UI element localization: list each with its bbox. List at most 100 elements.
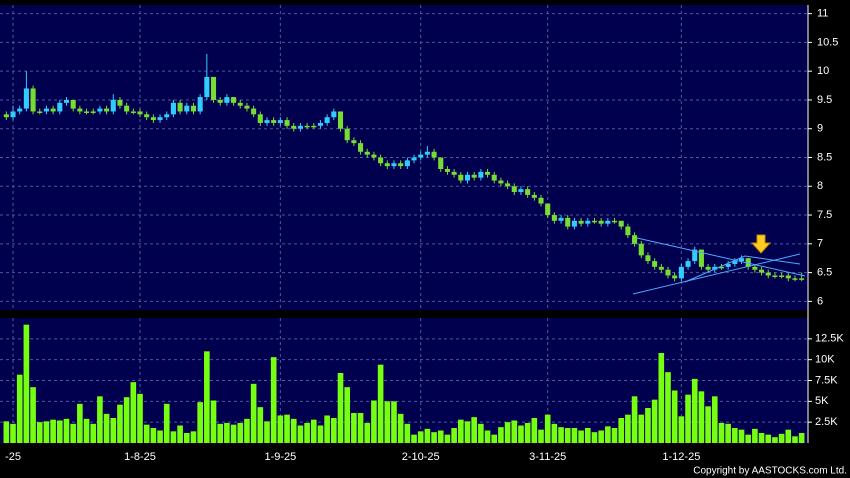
volume-bar <box>304 423 310 443</box>
candle-body <box>197 97 203 112</box>
candle-body <box>391 163 397 167</box>
volume-bar <box>625 414 631 443</box>
candle-body <box>30 88 36 112</box>
grid: 6 6.5 7 7.5 8 8.5 9 9.5 10 10.5 11 2.5K 5K 7.5K 10K 12.… <box>0 5 844 463</box>
volume-bar <box>798 433 805 443</box>
candle-body <box>785 275 791 279</box>
candle-body <box>725 263 731 267</box>
y-tick-label: 11 <box>817 8 828 20</box>
volume-bar <box>364 423 371 443</box>
volume-bar <box>317 425 324 443</box>
volume-bar <box>123 397 130 443</box>
volume-bar <box>711 396 718 443</box>
volume-bar <box>564 428 571 443</box>
volume-bar <box>685 394 691 443</box>
volume-bar <box>83 418 90 443</box>
candle-body <box>485 171 491 175</box>
volume-bar <box>224 423 230 443</box>
volume-bar <box>785 429 792 443</box>
candle-body <box>558 217 564 221</box>
candle-body <box>404 160 410 167</box>
volume-bar <box>117 404 123 443</box>
volume-bar <box>758 433 765 443</box>
volume-bar <box>90 423 97 443</box>
volume-bar <box>531 418 538 443</box>
y-tick-label: 10 <box>817 65 829 77</box>
candle-body <box>344 128 350 141</box>
volume-bar <box>130 382 137 443</box>
volume-bar <box>491 434 498 443</box>
volume-bar <box>237 423 244 443</box>
candle-body <box>565 217 571 227</box>
candle-body <box>150 117 156 121</box>
candle-body <box>538 197 544 204</box>
candle-body <box>378 157 384 164</box>
volume-bar <box>691 378 698 443</box>
candle-body <box>765 272 771 276</box>
volume-bar <box>665 372 671 443</box>
volume-bar <box>618 418 625 443</box>
candle-body <box>271 120 277 123</box>
candle-body <box>611 220 618 223</box>
volume-bar <box>417 431 424 443</box>
candle-body <box>464 174 471 181</box>
candle-body <box>578 220 584 224</box>
volume-bar <box>97 396 103 443</box>
candle-body <box>317 122 323 126</box>
candle-body <box>498 180 504 184</box>
volume-bar <box>70 423 76 443</box>
volume-bar <box>678 416 685 443</box>
candle-body <box>685 261 691 267</box>
volume-bar <box>464 421 471 443</box>
candle-body <box>297 125 303 129</box>
candle-body <box>3 114 9 118</box>
candle-body <box>324 117 330 123</box>
candle-body <box>525 189 531 195</box>
candle-body <box>144 114 150 118</box>
volume-bar <box>397 413 404 443</box>
volume-bar <box>745 434 751 443</box>
y2-tick-label: 10K <box>815 354 835 366</box>
candle-body <box>204 76 210 98</box>
candle-body <box>518 189 524 193</box>
volume-bar <box>645 408 651 443</box>
volume-bar <box>50 419 56 443</box>
candle-body <box>772 275 778 277</box>
candle-body <box>478 171 484 178</box>
y2-tick-label: 7.5K <box>815 374 838 386</box>
marks <box>3 53 805 443</box>
candle-body <box>37 111 43 113</box>
volume-bar <box>143 424 150 443</box>
candle-body <box>284 120 290 126</box>
volume-bar <box>578 430 584 443</box>
volume-bar <box>458 419 464 443</box>
candle-body <box>384 163 390 167</box>
trend-line <box>636 237 806 277</box>
candle-body <box>431 151 437 158</box>
volume-bar <box>478 423 484 443</box>
y-tick-label: 6 <box>817 295 823 307</box>
volume-bar <box>3 421 10 443</box>
volume-bar <box>210 400 217 443</box>
candle-body <box>799 278 805 280</box>
x-tick-label: 1-12-25 <box>662 451 700 463</box>
candle-body <box>331 111 337 118</box>
triangle-pattern <box>632 237 806 295</box>
y-tick-label: 9 <box>817 123 823 135</box>
volume-bar <box>718 423 725 443</box>
volume-bar <box>584 428 591 443</box>
volume-bar <box>658 353 665 443</box>
candle-body <box>705 266 711 270</box>
volume-bar <box>157 430 163 443</box>
volume-bar <box>264 421 270 443</box>
volume-bar <box>671 390 678 443</box>
y2-tick-label: 12.5K <box>815 333 844 345</box>
volume-bar <box>337 373 344 443</box>
volume-bar <box>451 428 457 443</box>
candle-body <box>458 174 464 181</box>
volume-bar <box>204 351 210 443</box>
trend-line <box>632 253 801 295</box>
volume-bar <box>324 415 330 443</box>
candle-body <box>104 108 110 112</box>
candle-body <box>418 154 424 158</box>
